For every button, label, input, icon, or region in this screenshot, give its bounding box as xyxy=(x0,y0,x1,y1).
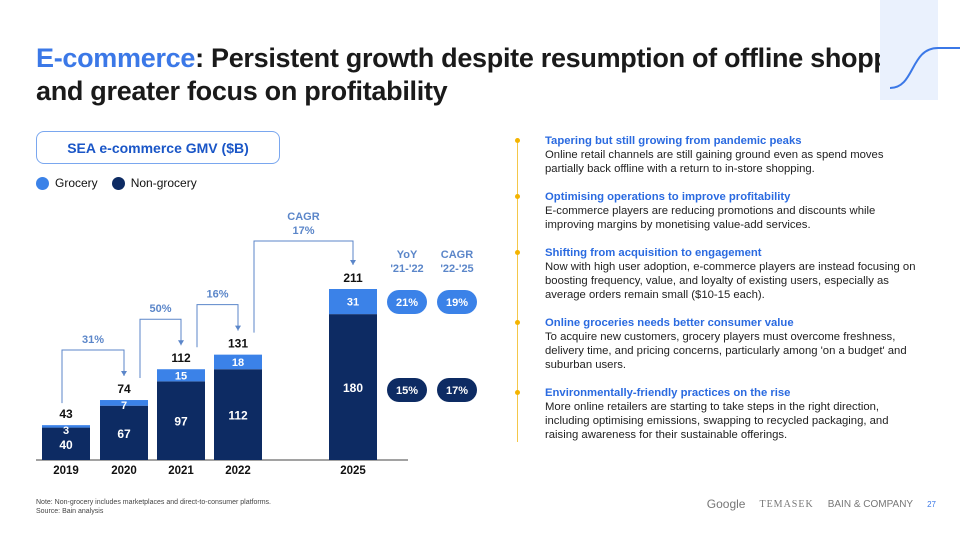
insight-heading: Online groceries needs better consumer v… xyxy=(545,317,794,329)
value-label-non-grocery: 97 xyxy=(174,415,188,429)
google-logo: Google xyxy=(706,497,746,511)
decorative-curve xyxy=(880,0,960,100)
growth-arrow xyxy=(253,240,354,333)
value-label-non-grocery: 112 xyxy=(228,409,248,423)
total-label: 43 xyxy=(59,407,73,421)
arrow-head xyxy=(235,325,241,331)
growth-label: 31% xyxy=(82,334,104,346)
bar-grocery xyxy=(214,354,262,370)
timeline-line xyxy=(517,142,518,442)
growth-pill-label: 21% xyxy=(396,297,418,309)
insights-list: Tapering but still growing from pandemic… xyxy=(515,134,916,456)
bar-non-grocery xyxy=(214,369,262,460)
growth-pill-label: 15% xyxy=(396,385,418,397)
bain-logo: BAIN & COMPANY xyxy=(827,498,914,510)
value-label-non-grocery: 67 xyxy=(117,427,131,441)
growth-pill-label: 17% xyxy=(446,385,468,397)
x-tick-label: 2021 xyxy=(168,465,194,477)
total-label: 211 xyxy=(343,271,363,285)
growth-arrow xyxy=(61,349,125,404)
bar-non-grocery xyxy=(42,427,90,460)
insight-heading: Environmentally-friendly practices on th… xyxy=(545,387,791,399)
bar-grocery xyxy=(329,289,377,315)
insight-item: Shifting from acquisition to engagement N… xyxy=(515,246,916,302)
bar-non-grocery xyxy=(157,381,205,460)
insight-heading: Optimising operations to improve profita… xyxy=(545,191,791,203)
total-label: 131 xyxy=(228,337,248,351)
arrow-head xyxy=(350,260,356,265)
bullet-dot xyxy=(515,138,520,143)
x-tick-label: 2022 xyxy=(225,465,251,477)
chart-title: SEA e-commerce GMV ($B) xyxy=(36,131,280,164)
x-tick-label: 2025 xyxy=(340,465,366,477)
growth-pill-non-grocery xyxy=(437,378,477,402)
value-label-non-grocery: 180 xyxy=(343,381,363,395)
arrow-head xyxy=(121,371,127,377)
page-number: 27 xyxy=(927,499,936,509)
insight-item: Optimising operations to improve profita… xyxy=(515,190,916,232)
value-label-grocery: 7 xyxy=(121,400,127,412)
bullet-dot xyxy=(515,194,520,199)
bar-non-grocery xyxy=(100,405,148,460)
insight-item: Online groceries needs better consumer v… xyxy=(515,316,916,372)
bullet-dot xyxy=(515,390,520,395)
footnote: Note: Non-grocery includes marketplaces … xyxy=(36,499,271,515)
total-label: 74 xyxy=(117,382,131,396)
value-label-grocery: 3 xyxy=(63,425,69,437)
bar-grocery xyxy=(100,400,148,406)
x-tick-label: 2020 xyxy=(111,465,137,477)
insight-item: Environmentally-friendly practices on th… xyxy=(515,386,916,442)
growth-label: 16% xyxy=(206,289,228,301)
insight-body: Online retail channels are still gaining… xyxy=(545,149,884,175)
legend-non-grocery: Non-grocery xyxy=(130,176,197,190)
value-label-grocery: 18 xyxy=(232,357,244,369)
arrow-head xyxy=(178,340,184,346)
grocery-swatch xyxy=(36,176,49,190)
insight-item: Tapering but still growing from pandemic… xyxy=(515,134,916,176)
side-table-header: '21-'22 xyxy=(390,263,423,275)
growth-pill-grocery xyxy=(437,290,477,314)
bar-grocery xyxy=(42,425,90,428)
gmv-bar-chart: 403 43 2019 67 7 74 2020 97 15 112 2021 112 18 131 202… xyxy=(36,211,477,477)
bullet-dot xyxy=(515,250,520,255)
temasek-logo: TEMASEK xyxy=(759,498,814,510)
insight-body: To acquire new customers, grocery player… xyxy=(545,331,907,371)
legend-grocery: Grocery xyxy=(55,176,98,190)
total-label: 112 xyxy=(171,351,191,365)
side-table-header: CAGR xyxy=(441,249,473,261)
value-label-grocery: 31 xyxy=(347,297,359,309)
side-table-header: '22-'25 xyxy=(440,263,473,275)
growth-label: 17% xyxy=(292,225,314,237)
page-title: E-commerce: Persistent growth despite re… xyxy=(36,43,930,106)
side-table-header: YoY xyxy=(397,249,418,261)
footer-logos: Google TEMASEK BAIN & COMPANY 27 xyxy=(707,497,936,511)
growth-arrow xyxy=(196,304,239,348)
insight-heading: Shifting from acquisition to engagement xyxy=(545,247,762,259)
growth-pill-grocery xyxy=(387,290,427,314)
insight-body: Now with high user adoption, e-commerce … xyxy=(545,261,916,301)
value-label-grocery: 15 xyxy=(175,370,187,382)
x-tick-label: 2019 xyxy=(53,465,79,477)
value-label-non-grocery: 40 xyxy=(59,438,73,452)
growth-label: 50% xyxy=(149,303,171,315)
growth-pill-non-grocery xyxy=(387,378,427,402)
growth-arrow xyxy=(139,318,182,379)
insight-body: More online retailers are starting to ta… xyxy=(545,401,889,441)
insight-heading: Tapering but still growing from pandemic… xyxy=(545,135,802,147)
insight-body: E-commerce players are reducing promotio… xyxy=(545,205,876,231)
growth-label: CAGR xyxy=(287,211,319,223)
bar-grocery xyxy=(157,369,205,382)
bar-non-grocery xyxy=(329,314,377,460)
growth-pill-label: 19% xyxy=(446,297,468,309)
bullet-dot xyxy=(515,320,520,325)
non-grocery-swatch xyxy=(111,176,125,190)
chart-legend: Grocery Non-grocery xyxy=(36,176,197,190)
